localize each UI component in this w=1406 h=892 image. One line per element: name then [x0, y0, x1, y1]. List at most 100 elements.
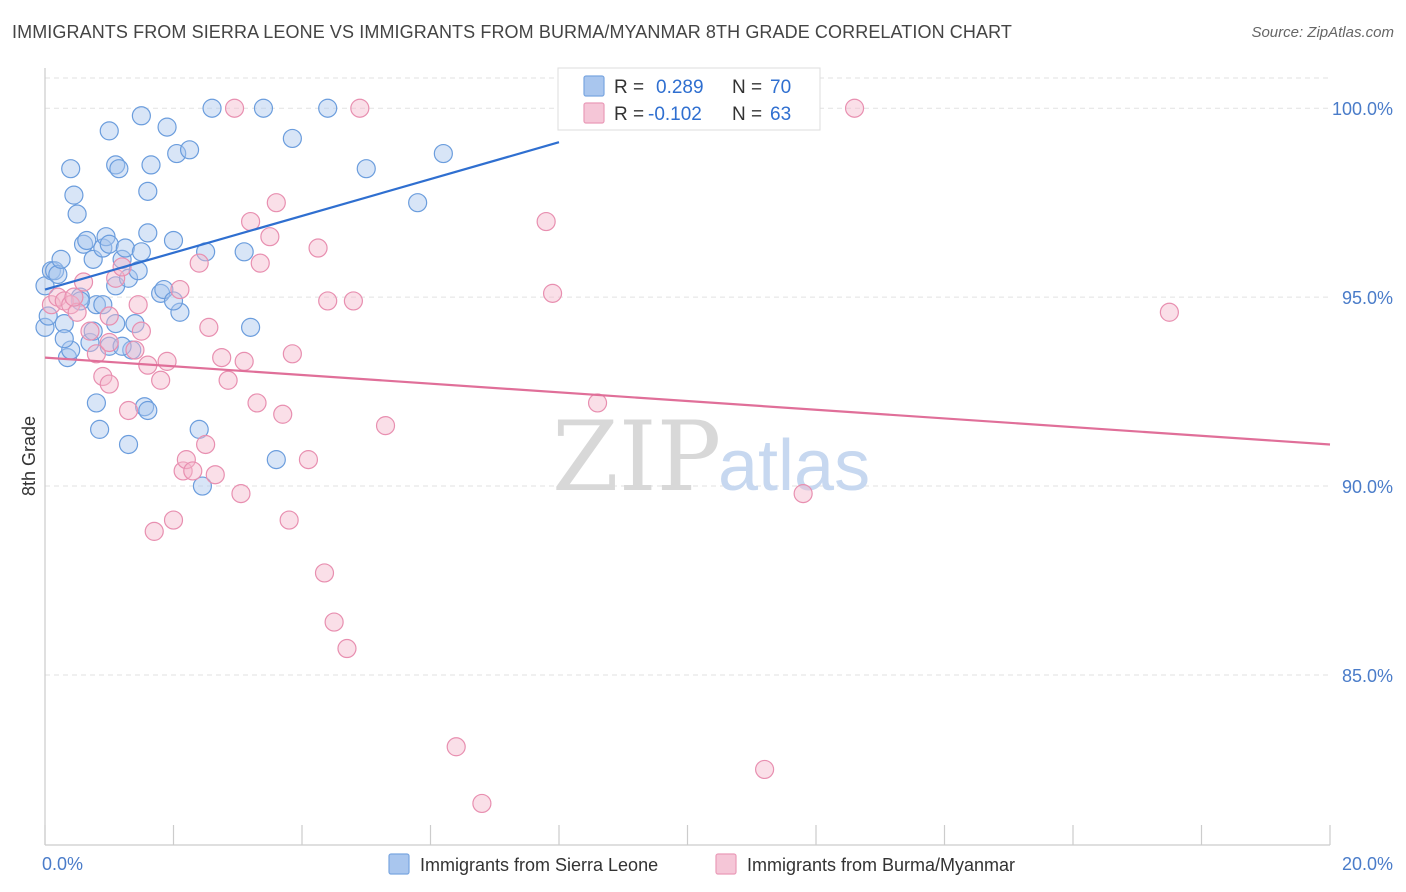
burma-point-44 [308, 238, 328, 258]
x-tick-labels: 0.0% 20.0% [42, 854, 1393, 874]
burma-point-53 [472, 793, 492, 814]
sierra-leone-point-33 [115, 238, 135, 258]
legend-r-label-0: R = [614, 77, 644, 98]
burma-point-38 [260, 227, 280, 247]
y-tick-labels: 85.0% 90.0% 95.0% 100.0% [1332, 99, 1393, 686]
series-burma-points [41, 98, 1179, 814]
y-tick-label-0: 85.0% [1342, 666, 1393, 686]
sierra-leone-point-7 [54, 313, 74, 334]
burma-point-4 [67, 302, 87, 322]
burma-point-30 [212, 347, 232, 368]
burma-point-22 [170, 279, 190, 300]
burma-point-60 [1159, 302, 1179, 322]
burma-point-18 [144, 521, 164, 541]
sierra-leone-point-2 [38, 306, 58, 326]
burma-point-42 [282, 344, 302, 364]
sierra-leone-point-26 [99, 234, 119, 254]
chart-title: IMMIGRANTS FROM SIERRA LEONE VS IMMIGRAN… [12, 22, 1012, 42]
burma-point-32 [224, 98, 245, 118]
burma-point-13 [118, 400, 139, 421]
correlation-legend: R = 0.289 N = 70 R = -0.102 N = 63 [557, 67, 821, 131]
sierra-leone-point-23 [93, 295, 113, 315]
burma-point-41 [279, 510, 299, 530]
sierra-leone-point-5 [48, 264, 68, 285]
burma-point-43 [298, 450, 319, 470]
burma-point-28 [199, 317, 219, 337]
legend-n-value-1: 63 [770, 104, 791, 125]
burma-point-40 [273, 404, 293, 424]
burma-point-20 [157, 351, 177, 371]
sierra-leone-trend-line [44, 141, 560, 291]
sierra-leone-point-58 [241, 317, 261, 337]
sierra-leone-point-69 [163, 291, 184, 311]
sierra-leone-point-38 [128, 261, 148, 281]
sierra-leone-point-12 [67, 204, 87, 224]
sierra-leone-point-28 [106, 313, 126, 334]
sierra-leone-point-30 [106, 155, 126, 175]
burma-point-36 [247, 393, 267, 413]
burma-point-45 [314, 563, 335, 583]
burma-point-33 [231, 484, 251, 504]
sierra-leone-point-1 [35, 317, 55, 337]
series-sierra-leone-points [35, 98, 453, 496]
burma-point-14 [125, 340, 145, 360]
sierra-leone-point-63 [356, 159, 376, 179]
legend-n-label-1: N = [732, 104, 762, 125]
burma-point-25 [183, 461, 203, 481]
burma-point-8 [93, 366, 113, 387]
sierra-leone-point-54 [192, 476, 213, 496]
sierra-leone-point-10 [61, 159, 81, 179]
sierra-leone-point-39 [131, 106, 151, 126]
burma-point-27 [196, 434, 216, 455]
burma-point-21 [163, 510, 184, 530]
burma-point-59 [844, 98, 865, 118]
watermark-zip: ZIP [552, 401, 721, 513]
sierra-leone-point-15 [77, 230, 97, 251]
sierra-leone-point-62 [318, 98, 338, 118]
sierra-leone-point-65 [433, 143, 453, 164]
burma-point-10 [99, 374, 119, 394]
burma-point-52 [446, 737, 466, 757]
burma-point-26 [189, 253, 209, 273]
burma-point-57 [754, 759, 775, 780]
burma-point-62 [64, 287, 84, 307]
watermark: ZIP atlas [552, 401, 870, 513]
sierra-leone-point-14 [73, 234, 94, 254]
sierra-leone-point-61 [282, 128, 302, 149]
burma-point-46 [318, 291, 338, 311]
sierra-leone-point-48 [157, 117, 177, 137]
sierra-leone-point-11 [64, 185, 84, 205]
burma-point-39 [266, 193, 286, 213]
sierra-leone-point-21 [90, 419, 110, 439]
burma-point-16 [131, 321, 151, 341]
burma-point-47 [324, 612, 344, 632]
burma-point-0 [41, 295, 62, 315]
sierra-leone-point-27 [99, 121, 119, 141]
bottom-legend-swatch-sierra-leone [388, 853, 410, 875]
sierra-leone-point-68 [112, 336, 132, 356]
y-tick-label-2: 95.0% [1342, 288, 1393, 308]
sierra-leone-point-66 [54, 329, 74, 349]
burma-point-29 [205, 465, 225, 485]
sierra-leone-point-50 [167, 143, 187, 164]
burma-point-31 [218, 370, 238, 390]
sierra-leone-point-4 [45, 261, 65, 281]
sierra-leone-point-37 [125, 313, 145, 334]
sierra-leone-point-31 [109, 159, 129, 179]
legend-swatch-blue [583, 75, 605, 97]
y-axis-label: 8th Grade [19, 416, 39, 496]
bottom-legend-label-sierra-leone: Immigrants from Sierra Leone [420, 855, 658, 875]
burma-point-24 [176, 450, 196, 470]
sierra-leone-point-19 [86, 393, 107, 413]
legend-n-value-0: 70 [770, 77, 791, 98]
sierra-leone-point-51 [170, 302, 190, 322]
sierra-leone-point-60 [266, 450, 286, 470]
sierra-leone-point-16 [80, 332, 100, 353]
sierra-leone-point-56 [202, 98, 222, 118]
sierra-leone-point-52 [179, 140, 200, 160]
burma-trend-line [44, 356, 1331, 446]
sierra-leone-point-20 [86, 295, 107, 315]
chart-source: Source: ZipAtlas.com [1251, 24, 1394, 41]
burma-point-6 [80, 321, 100, 341]
